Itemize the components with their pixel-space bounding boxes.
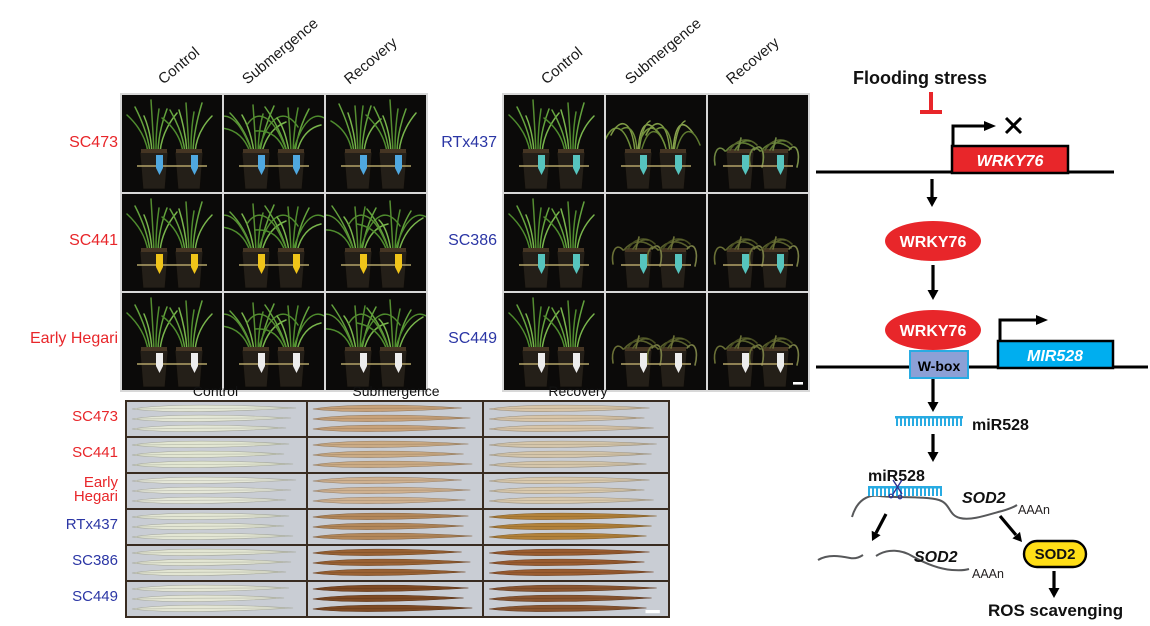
panel-b-col-header-submergence: Submergence xyxy=(622,14,705,88)
leaf-photo-r0c2 xyxy=(484,402,668,436)
panel-c-row-label-sc441: SC441 xyxy=(72,444,118,461)
sod2-cleaved-polya: AAAn xyxy=(972,567,1004,581)
wrky76-promoter-arrow xyxy=(951,121,996,146)
wrky76-protein-ellipse-2 xyxy=(885,310,981,350)
leaf-photo-r5c1 xyxy=(308,582,482,616)
leaf-photo-r2c2 xyxy=(484,474,668,508)
leaf-photo-r3c1 xyxy=(308,510,482,544)
plant-photo-panelB-r1c2 xyxy=(708,194,808,291)
mir528-mature-label: miR528 xyxy=(972,417,1029,434)
plant-photo-panelB-r2c2 xyxy=(708,293,808,390)
w-box xyxy=(909,350,969,379)
plant-photo-panelA-r0c0 xyxy=(122,95,222,192)
plant-photo-panelB-r0c0 xyxy=(504,95,604,192)
leaf-photo-r3c0 xyxy=(127,510,306,544)
flooding-stress-title: Flooding stress xyxy=(853,68,987,88)
leaf-photo-r5c0 xyxy=(127,582,306,616)
sod2-cleaved-line-right xyxy=(875,549,970,572)
leaf-photo-r1c0 xyxy=(127,438,306,472)
leaf-photo-r2c1 xyxy=(308,474,482,508)
plant-photo-panelA-r2c2 xyxy=(326,293,426,390)
wrky76-gene-box xyxy=(950,144,1070,175)
mir528-gene-box xyxy=(996,339,1115,370)
panel-b-row-label-sc386: SC386 xyxy=(448,232,497,249)
leaf-photo-r4c0 xyxy=(127,546,306,580)
wrky76-gene-label: WRKY76 xyxy=(977,153,1044,170)
mir528-gene-label: MIR528 xyxy=(1027,348,1083,365)
panel-b-row-label-sc449: SC449 xyxy=(448,330,497,347)
panel-b-col-header-control: Control xyxy=(538,43,587,88)
arrow-translation xyxy=(998,514,1022,542)
leaf-photo-r5c2 xyxy=(484,582,668,616)
leaf-photo-r1c2 xyxy=(484,438,668,472)
panel-a-col-header-submergence: Submergence xyxy=(239,14,322,88)
arrow-down-4 xyxy=(927,434,939,462)
sod2-cleaved-line-left xyxy=(817,554,864,561)
plant-photo-panelA-r0c1 xyxy=(224,95,324,192)
arrow-down-3 xyxy=(927,379,939,412)
leaf-photo-r0c1 xyxy=(308,402,482,436)
leaf-photo-r3c2 xyxy=(484,510,668,544)
plant-photo-panelA-r1c0 xyxy=(122,194,222,291)
plant-photo-panelB-r0c1 xyxy=(606,95,706,192)
sod2-protein-label: SOD2 xyxy=(1035,546,1076,563)
plant-photo-panelB-r2c1 xyxy=(606,293,706,390)
panel-a-row-label-sc473: SC473 xyxy=(69,134,118,151)
panel-a-col-header-recovery: Recovery xyxy=(341,34,401,88)
panel-c-col-header-recovery: Recovery xyxy=(548,383,608,399)
panel-c-row-label-early-hegari: Early Hegari xyxy=(73,474,118,505)
panel-c-col-header-submergence: Submergence xyxy=(352,383,440,399)
leaf-photo-r4c1 xyxy=(308,546,482,580)
plant-photo-panelA-r0c2 xyxy=(326,95,426,192)
pathway-diagram: Flooding stress WRKY76 WRKY76 xyxy=(816,68,1148,620)
arrow-down-2 xyxy=(927,265,939,300)
inhibition-symbol xyxy=(920,92,942,114)
plant-photo-panelB-r1c0 xyxy=(504,194,604,291)
arrow-down-1 xyxy=(926,179,938,207)
plant-photo-panelA-r2c1 xyxy=(224,293,324,390)
panel-a-photo-grid xyxy=(120,93,428,392)
panel-b-row-label-rtx437: RTx437 xyxy=(441,134,497,151)
mir528-promoter-arrow xyxy=(998,315,1048,341)
plant-photo-panelB-r0c2 xyxy=(708,95,808,192)
arrow-down-5 xyxy=(1048,571,1060,598)
no-transcription-x-icon xyxy=(1004,116,1023,135)
mir528-bound-label: miR528 xyxy=(868,468,925,485)
mir528-target-duplex xyxy=(868,485,942,496)
w-box-label: W-box xyxy=(918,358,961,374)
panel-b-col-header-recovery: Recovery xyxy=(723,34,783,88)
panel-c-row-label-sc386: SC386 xyxy=(72,552,118,569)
ros-scavenging-label: ROS scavenging xyxy=(988,601,1123,620)
panel-c-row-label-sc449: SC449 xyxy=(72,588,118,605)
scissors-icon xyxy=(888,479,903,500)
leaf-photo-r0c0 xyxy=(127,402,306,436)
leaf-photo-r2c0 xyxy=(127,474,306,508)
mir528-mature-duplex xyxy=(895,415,963,426)
plant-photo-panelA-r1c1 xyxy=(224,194,324,291)
panel-c-col-header-control: Control xyxy=(192,383,239,399)
wrky76-protein-label-1: WRKY76 xyxy=(900,234,967,251)
panel-c-row-label-rtx437: RTx437 xyxy=(65,516,118,533)
panel-a-row-label-early-hegari: Early Hegari xyxy=(29,330,118,347)
wrky76-protein-ellipse-1 xyxy=(885,221,981,261)
sod2-transcript-polya: AAAn xyxy=(1018,503,1050,517)
plant-photo-panelB-r1c1 xyxy=(606,194,706,291)
sod2-transcript-label: SOD2 xyxy=(962,490,1006,507)
sod2-protein-pill xyxy=(1022,539,1088,569)
plant-photo-panelB-r2c0 xyxy=(504,293,604,390)
sod2-cleaved-label: SOD2 xyxy=(914,549,958,566)
panel-a-row-label-sc441: SC441 xyxy=(69,232,118,249)
panel-c-leaf-grid xyxy=(125,400,670,618)
arrow-cleavage xyxy=(871,513,888,541)
panel-b-photo-grid xyxy=(502,93,810,392)
wrky76-protein-label-2: WRKY76 xyxy=(900,323,967,340)
panel-c-row-label-sc473: SC473 xyxy=(72,408,118,425)
plant-photo-panelA-r2c0 xyxy=(122,293,222,390)
panel-a-col-header-control: Control xyxy=(155,43,204,88)
plant-photo-panelA-r1c2 xyxy=(326,194,426,291)
leaf-photo-r4c2 xyxy=(484,546,668,580)
leaf-photo-r1c1 xyxy=(308,438,482,472)
